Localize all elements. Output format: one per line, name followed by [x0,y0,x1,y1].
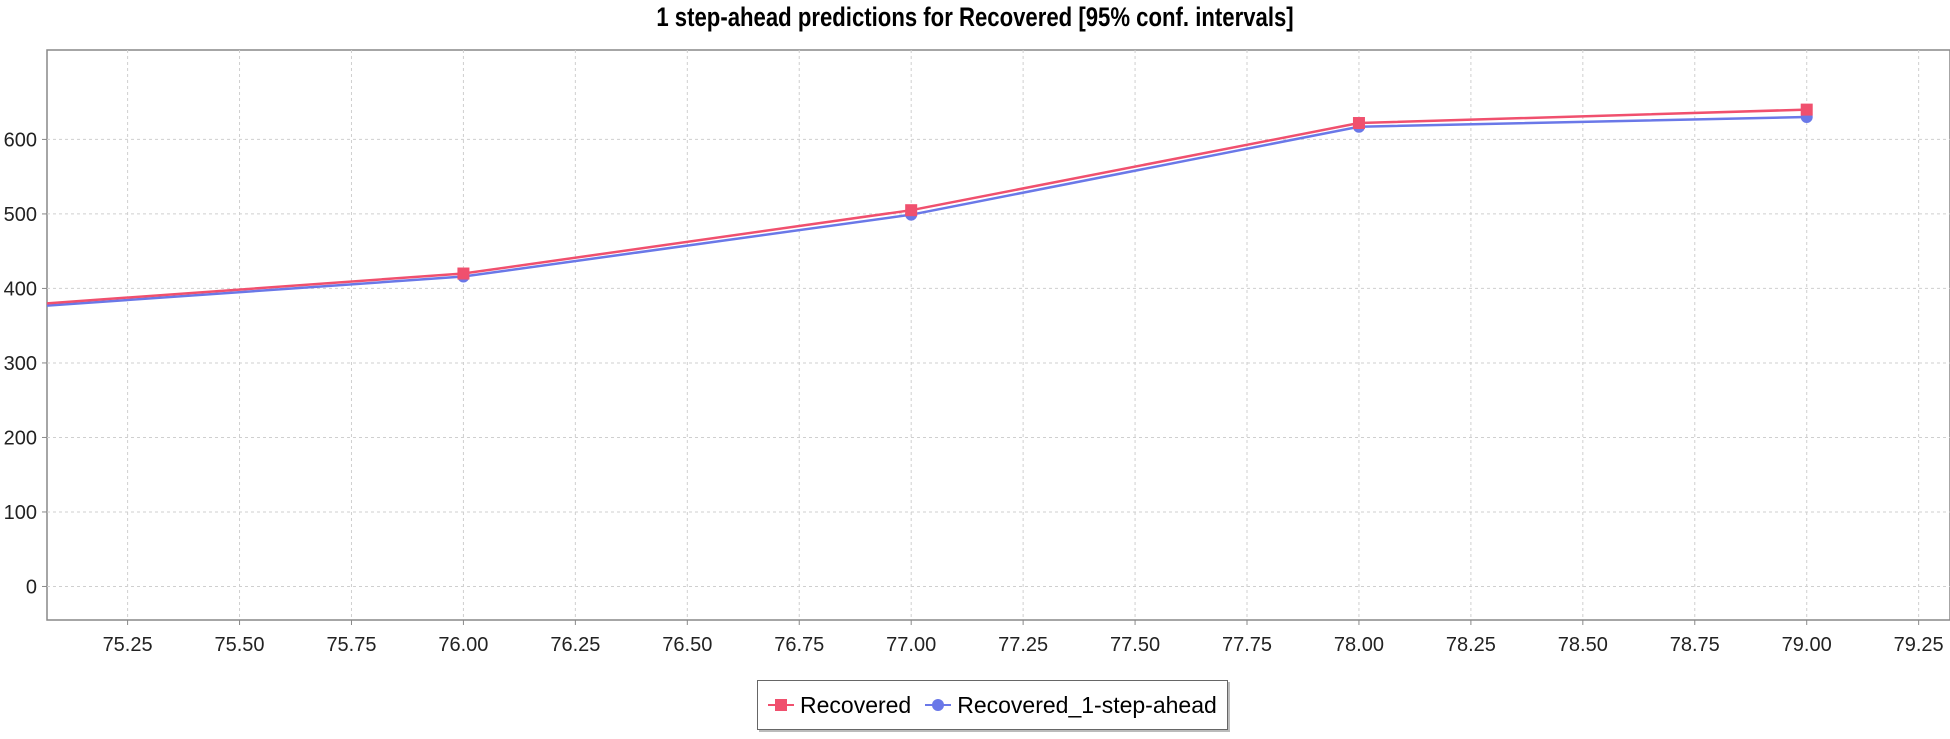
x-tick-label: 77.75 [1222,634,1272,656]
y-tick-label: 400 [4,278,37,300]
y-tick-label: 100 [4,502,37,524]
x-tick-label: 75.75 [326,634,376,656]
data-point-recovered [1800,103,1813,116]
y-tick-label: 0 [26,576,37,598]
data-point-recovered [905,204,918,217]
x-tick-label: 78.25 [1446,634,1496,656]
plot-area [46,49,1950,621]
series-layer [47,103,1813,307]
x-axis: 75.25 75.50 75.75 76.00 76.25 76.50 76.75 77.00… [103,620,1944,656]
grid-lines [47,50,1950,620]
circle-marker-icon [925,699,952,711]
x-tick-label: 78.00 [1334,634,1384,656]
x-tick-label: 77.50 [1110,634,1160,656]
x-tick-label: 78.75 [1670,634,1720,656]
legend: Recovered Recovered_1-step-ahead [757,680,1228,730]
x-tick-label: 75.25 [103,634,153,656]
legend-item-recovered: Recovered [768,692,911,719]
x-tick-label: 78.50 [1558,634,1608,656]
y-tick-label: 500 [4,204,37,226]
legend-label: Recovered [800,691,912,718]
y-tick-label: 200 [4,427,37,449]
legend-item-recovered-1-step-ahead: Recovered_1-step-ahead [925,692,1217,719]
x-tick-label: 76.25 [550,634,600,656]
y-tick-label: 300 [4,353,37,375]
x-tick-label: 76.75 [774,634,824,656]
chart-title: 1 step-ahead predictions for Recovered [… [656,2,1294,32]
x-tick-label: 75.50 [215,634,265,656]
x-tick-label: 79.25 [1894,634,1944,656]
square-marker-icon [768,699,794,711]
y-axis: 0 100 200 300 400 500 600 [4,129,47,598]
legend-label: Recovered_1-step-ahead [957,691,1217,718]
data-point-recovered [457,267,470,280]
x-tick-label: 77.25 [998,634,1048,656]
x-tick-label: 76.00 [438,634,488,656]
data-point-recovered [1352,117,1365,130]
y-tick-label: 600 [4,129,37,151]
x-tick-label: 77.00 [886,634,936,656]
x-tick-label: 79.00 [1782,634,1832,656]
x-tick-label: 76.50 [662,634,712,656]
